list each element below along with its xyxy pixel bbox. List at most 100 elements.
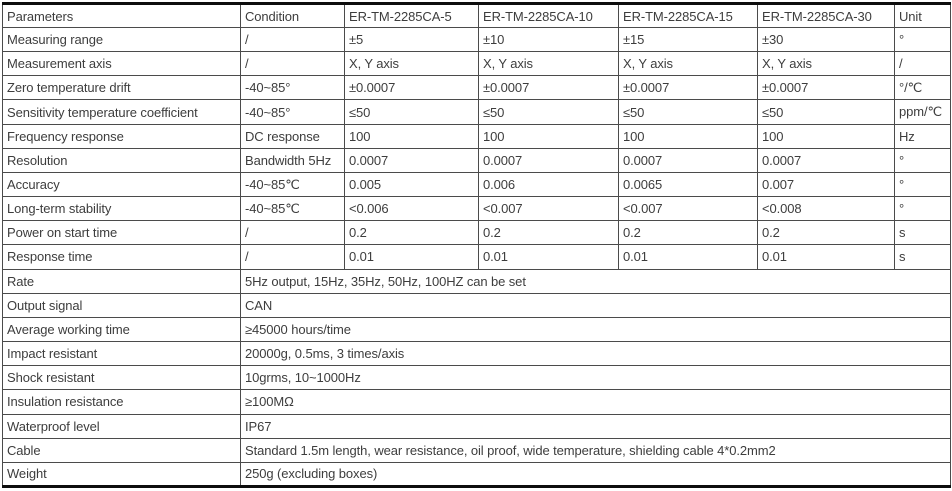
parameter-cell: Frequency response [2, 123, 241, 149]
parameter-cell: Impact resistant [2, 341, 241, 367]
value-cell: 0.0007 [478, 147, 619, 173]
value-cell: <0.007 [478, 196, 619, 222]
column-header: Parameters [2, 3, 241, 28]
value-cell: 100 [618, 123, 758, 149]
parameter-cell: Power on start time [2, 220, 241, 246]
parameter-cell: Output signal [2, 292, 241, 318]
value-cell: ≤50 [757, 99, 895, 125]
value-cell: X, Y axis [618, 51, 758, 77]
value-cell: 0.006 [478, 171, 619, 198]
parameter-cell: Weight [2, 461, 241, 488]
value-cell: 0.01 [478, 244, 619, 270]
value-cell: 0.0065 [618, 171, 758, 198]
condition-cell: DC response [240, 123, 345, 149]
column-header: ER-TM-2285CA-15 [618, 3, 758, 28]
span-row: Impact resistant 20000g, 0.5ms, 3 times/a… [2, 341, 951, 367]
value-cell: ±15 [618, 26, 758, 53]
value-cell: ≤50 [344, 99, 479, 125]
value-cell: ±5 [344, 26, 479, 53]
value-cell: 0.01 [618, 244, 758, 270]
value-cell: 0.01 [344, 244, 479, 270]
parameter-cell: Resolution [2, 147, 241, 173]
spec-row: Response time/0.01 0.01 0.01 0.01 s [2, 244, 951, 270]
span-value-cell: Standard 1.5m length, wear resistance, o… [240, 437, 951, 463]
value-cell: 100 [478, 123, 619, 149]
parameter-cell: Sensitivity temperature coefficient [2, 99, 241, 125]
spec-row: Measurement axis / X, Y axis X, Y axis X, Y … [2, 51, 951, 77]
value-cell: ±0.0007 [344, 75, 479, 101]
span-row: Waterproof level IP67 [2, 413, 951, 439]
condition-cell: / [240, 26, 345, 53]
value-cell: ±0.0007 [757, 75, 895, 101]
span-value-cell: ≥45000 hours/time [240, 316, 951, 343]
spec-row: Long-term stability -40~85℃ <0.006 <0.007 <0… [2, 196, 951, 222]
value-cell: 100 [757, 123, 895, 149]
span-row: Insulation resistance ≥100MΩ [2, 389, 951, 415]
span-row: Output signal CAN [2, 292, 951, 318]
spec-row: Accuracy -40~85℃ 0.005 0.006 0.0065 0.007 ° [2, 171, 951, 198]
spec-row: Power on start time/0.2 0.2 0.2 0.2 s [2, 220, 951, 246]
value-cell: X, Y axis [757, 51, 895, 77]
spec-row: Frequency response DC response 100 100 100 10… [2, 123, 951, 149]
parameter-cell: Long-term stability [2, 196, 241, 222]
column-header: ER-TM-2285CA-5 [344, 3, 479, 28]
value-cell: 0.0007 [344, 147, 479, 173]
value-cell: X, Y axis [344, 51, 479, 77]
value-cell: <0.007 [618, 196, 758, 222]
unit-cell: s [894, 244, 951, 270]
parameter-cell: Insulation resistance [2, 389, 241, 415]
value-cell: 0.01 [757, 244, 895, 270]
unit-cell: ° [894, 196, 951, 222]
column-header: Unit [894, 3, 951, 28]
condition-cell: Bandwidth 5Hz [240, 147, 345, 173]
value-cell: 0.005 [344, 171, 479, 198]
unit-cell: ° [894, 26, 951, 53]
value-cell: 100 [344, 123, 479, 149]
span-row: Shock resistant 10grms, 10~1000Hz [2, 365, 951, 391]
condition-cell: -40~85℃ [240, 196, 345, 222]
value-cell: 0.007 [757, 171, 895, 198]
value-cell: <0.008 [757, 196, 895, 222]
value-cell: X, Y axis [478, 51, 619, 77]
parameter-cell: Accuracy [2, 171, 241, 198]
column-header: ER-TM-2285CA-30 [757, 3, 895, 28]
value-cell: 0.2 [618, 220, 758, 246]
unit-cell: °/℃ [894, 75, 951, 101]
value-cell: ±0.0007 [478, 75, 619, 101]
parameter-cell: Measurement axis [2, 51, 241, 77]
value-cell: 0.0007 [618, 147, 758, 173]
condition-cell: / [240, 51, 345, 77]
value-cell: ≤50 [618, 99, 758, 125]
value-cell: 0.2 [478, 220, 619, 246]
unit-cell: ° [894, 171, 951, 198]
spec-row: Zero temperature drift -40~85° ±0.0007 ±0.0… [2, 75, 951, 101]
column-header: ER-TM-2285CA-10 [478, 3, 619, 28]
parameter-cell: Cable [2, 437, 241, 463]
condition-cell: -40~85° [240, 99, 345, 125]
span-row: Average working time ≥45000 hours/time [2, 316, 951, 343]
unit-cell: Hz [894, 123, 951, 149]
unit-cell: s [894, 220, 951, 246]
span-value-cell: IP67 [240, 413, 951, 439]
span-value-cell: 5Hz output, 15Hz, 35Hz, 50Hz, 100HZ can … [240, 268, 951, 294]
span-row: Cable Standard 1.5m length, wear resistan… [2, 437, 951, 463]
parameter-cell: Waterproof level [2, 413, 241, 439]
parameter-cell: Shock resistant [2, 365, 241, 391]
value-cell: ±30 [757, 26, 895, 53]
value-cell: 0.2 [757, 220, 895, 246]
spec-row: Measuring range / ±5 ±10 ±15 ±30 ° [2, 26, 951, 53]
value-cell: ±10 [478, 26, 619, 53]
value-cell: ≤50 [478, 99, 619, 125]
condition-cell: / [240, 244, 345, 270]
span-row: Rate 5Hz output, 15Hz, 35Hz, 50Hz, 100HZ … [2, 268, 951, 294]
span-value-cell: 10grms, 10~1000Hz [240, 365, 951, 391]
parameter-cell: Average working time [2, 316, 241, 343]
parameter-cell: Response time [2, 244, 241, 270]
span-value-cell: ≥100MΩ [240, 389, 951, 415]
value-cell: <0.006 [344, 196, 479, 222]
parameter-cell: Measuring range [2, 26, 241, 53]
span-value-cell: 20000g, 0.5ms, 3 times/axis [240, 341, 951, 367]
unit-cell: / [894, 51, 951, 77]
value-cell: 0.2 [344, 220, 479, 246]
